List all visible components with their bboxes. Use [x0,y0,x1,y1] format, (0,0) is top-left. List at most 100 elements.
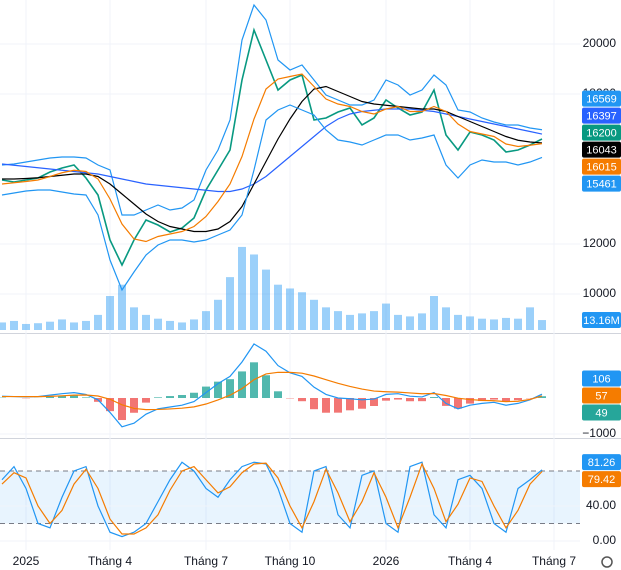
label-text: 16569 [586,94,617,106]
bar [358,398,366,409]
bar [46,321,54,330]
bar [250,254,258,330]
label-text: 106 [592,373,610,385]
bar [214,299,222,330]
bar [430,296,438,330]
bar [238,246,246,330]
bar [478,398,486,402]
bar [514,318,522,330]
bar [214,381,222,399]
bar [58,395,66,399]
bar [106,296,114,330]
label-box [582,454,621,471]
last-value-label: 106 [582,370,621,387]
bar [526,307,534,330]
bar [166,320,174,330]
bar [418,313,426,330]
bar [430,397,438,399]
x-tick-label: Tháng 7 [532,554,576,568]
label-text: 81.26 [588,457,616,469]
y-tick-label: 10000 [583,286,617,300]
bar [298,292,306,330]
bar [106,398,114,412]
bar [262,375,270,399]
bar [382,398,390,401]
bar [286,288,294,330]
label-box [582,107,621,124]
bar [46,396,54,399]
bar [274,391,282,399]
bar [514,398,522,401]
bar [310,299,318,330]
bar [442,398,450,406]
bar [298,398,306,402]
bar [466,398,474,404]
label-box [582,124,621,141]
label-box [582,312,621,329]
label-text: 16015 [586,162,617,174]
bar [406,316,414,330]
last-value-label: 16397 [582,107,621,124]
series-line [1,73,543,243]
x-tick-label: 2025 [13,554,40,568]
last-value-label: 16015 [582,158,621,175]
bar [226,379,234,399]
bar [118,398,126,421]
bar [322,307,330,330]
last-value-label: 13.16M [582,312,621,329]
bar [346,398,354,411]
label-box [582,158,621,175]
bar [34,323,42,330]
bar [130,398,138,413]
settings-icon[interactable] [601,556,613,568]
bar [274,284,282,330]
band-fill [0,470,580,524]
bar [82,320,90,330]
bar [262,269,270,330]
label-text: 49 [595,407,607,419]
last-value-label: 81.26 [582,454,621,471]
y-tick-label: 20000 [583,36,617,50]
bar [142,314,150,330]
bar [22,323,30,330]
bar [490,319,498,330]
last-value-label: 16200 [582,124,621,141]
bar [226,277,234,330]
label-text: 16043 [586,145,617,157]
bar [538,320,546,330]
last-value-label: 16569 [582,90,621,107]
last-value-label: 79.42 [582,471,621,488]
bar [454,398,462,409]
bar [454,314,462,330]
label-box [582,471,621,488]
bar [394,398,402,400]
x-tick-label: Tháng 7 [184,554,228,568]
bar [58,319,66,330]
series-line [1,3,543,216]
bar [466,316,474,330]
bar [322,398,330,413]
bar [70,395,78,399]
label-box [582,370,621,387]
x-tick-label: Tháng 4 [88,554,132,568]
series-line [1,104,543,292]
bar [502,317,510,330]
bar [418,398,426,402]
label-box [582,404,621,421]
bar [10,320,18,330]
last-value-label: 15461 [582,175,621,192]
bar [94,314,102,330]
bar [382,303,390,330]
label-text: 57 [595,390,607,402]
bar [490,398,498,400]
bar [394,314,402,330]
bar [334,398,342,413]
bar [478,318,486,330]
y-tick-label: 12000 [583,236,617,250]
last-value-label: 49 [582,404,621,421]
series-line [2,371,543,411]
label-box [582,141,621,158]
bar [178,395,186,399]
